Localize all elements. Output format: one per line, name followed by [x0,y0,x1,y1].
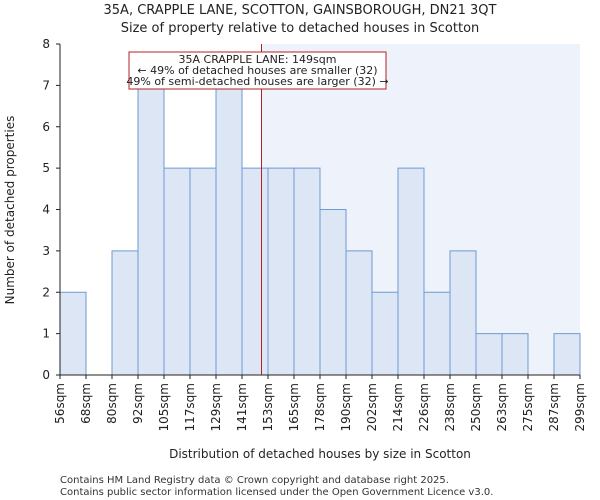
bar-92sqm [137,84,165,376]
footer-line-2: Contains public sector information licen… [60,487,493,498]
y-tick-label-5: 5 [42,161,50,175]
y-tick-label-7: 7 [42,78,50,92]
x-tick-label-105sqm: 105sqm [157,383,171,431]
y-tick-label-3: 3 [42,244,50,258]
x-tick-label-299sqm: 299sqm [573,383,587,431]
x-tick-label-226sqm: 226sqm [417,383,431,431]
bar-129sqm [215,84,243,376]
x-tick-label-92sqm: 92sqm [131,383,145,424]
chart-title: 35A, CRAPPLE LANE, SCOTTON, GAINSBOROUGH… [104,3,497,18]
bar-117sqm [189,167,217,376]
y-tick-label-8: 8 [42,37,50,51]
x-tick-label-250sqm: 250sqm [469,383,483,431]
x-tick-label-80sqm: 80sqm [105,383,119,424]
bar-190sqm [345,250,373,376]
bar-178sqm [319,209,347,376]
bar-80sqm [111,250,139,376]
x-tick-label-214sqm: 214sqm [391,383,405,431]
x-tick-label-190sqm: 190sqm [339,383,353,431]
y-tick-label-2: 2 [42,285,50,299]
bar-287sqm [553,333,581,376]
x-tick-label-68sqm: 68sqm [79,383,93,424]
y-axis-label: Number of detached properties [3,116,17,305]
y-tick-label-4: 4 [42,203,50,217]
bar-250sqm [475,333,503,376]
x-tick-label-129sqm: 129sqm [209,383,223,431]
bar-202sqm [371,291,399,376]
x-axis-label: Distribution of detached houses by size … [169,447,471,461]
x-tick-label-165sqm: 165sqm [287,383,301,431]
chart-subtitle: Size of property relative to detached ho… [121,21,480,36]
bar-214sqm [397,167,425,376]
annotation-box [128,51,387,90]
bar-226sqm [423,291,451,376]
annotation-title: 35A CRAPPLE LANE: 149sqm [179,53,337,66]
annotation-smaller: ← 49% of detached houses are smaller (32… [137,64,377,77]
x-tick-label-275sqm: 275sqm [521,383,535,431]
x-tick-label-263sqm: 263sqm [495,383,509,431]
annotation-larger: 49% of semi-detached houses are larger (… [126,75,388,88]
bar-105sqm [163,167,191,376]
bar-141sqm [241,167,269,376]
y-tick-label-6: 6 [42,120,50,134]
y-tick-label-1: 1 [42,327,50,341]
bar-263sqm [501,333,529,376]
x-tick-label-287sqm: 287sqm [547,383,561,431]
x-tick-label-238sqm: 238sqm [443,383,457,431]
x-tick-label-117sqm: 117sqm [183,383,197,431]
x-tick-label-202sqm: 202sqm [365,383,379,431]
bar-153sqm [267,167,295,376]
bar-165sqm [293,167,321,376]
bar-238sqm [449,250,477,376]
x-tick-label-153sqm: 153sqm [261,383,275,431]
footer-line-1: Contains HM Land Registry data © Crown c… [60,475,449,486]
x-tick-label-141sqm: 141sqm [235,383,249,431]
y-tick-label-0: 0 [42,368,50,382]
x-tick-label-178sqm: 178sqm [313,383,327,431]
x-tick-label-56sqm: 56sqm [53,383,67,424]
bar-56sqm [59,291,87,376]
